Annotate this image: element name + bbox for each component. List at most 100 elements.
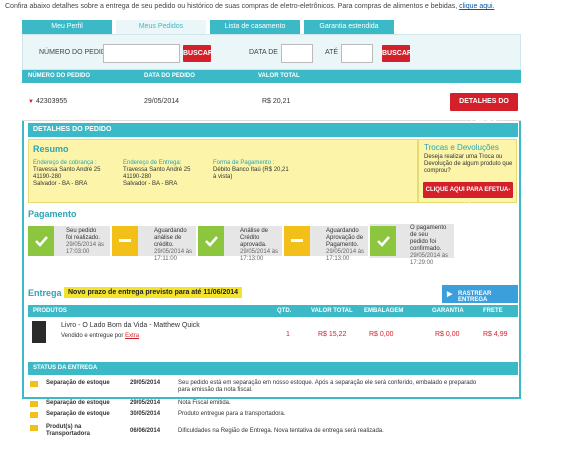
status-description: Seu pedido está em separação em nosso es… (178, 380, 476, 394)
search-date-button[interactable]: BUSCAR (382, 45, 412, 62)
summary-title: Resumo (33, 144, 69, 154)
order-date: 29/05/2014 (144, 98, 180, 105)
tab-lista-casamento[interactable]: Lista de casamento (210, 20, 300, 34)
order-details-header: DETALHES DO PEDIDO (28, 123, 518, 137)
status-label: Separação de estoque (46, 411, 110, 417)
payment-step-text: O pagamento de seu pedido foi confirmado… (410, 225, 448, 267)
payment-section-title: Pagamento (28, 209, 77, 219)
delivery-section: Entrega Novo prazo de entrega previsto p… (28, 285, 518, 303)
collapse-icon[interactable] (30, 425, 38, 431)
billing-address-label: Endereço de cobrança : (33, 160, 97, 166)
order-number: 42303955 (36, 98, 68, 105)
product-total: R$ 15,22 (318, 331, 347, 338)
status-date: 06/06/2014 (130, 428, 161, 434)
col-order-date: DATA DO PEDIDO (144, 73, 195, 79)
date-to-input[interactable] (341, 44, 373, 63)
tab-meus-pedidos[interactable]: Meus Pedidos (116, 20, 206, 34)
payment-method-label: Forma de Pagamento : (213, 160, 275, 166)
tab-garantia-estendida[interactable]: Garantia estendida (304, 20, 394, 34)
pending-icon (284, 226, 310, 256)
order-row: ▼ 42303955 29/05/2014 R$ 20,21 DETALHES … (22, 83, 521, 123)
step-line: Seu pedido (66, 228, 97, 234)
status-label: Produt(s) na Transportadora (46, 424, 91, 437)
status-description: Nota Fiscal emitida. (178, 400, 231, 406)
search-order-button[interactable]: BUSCAR (183, 45, 213, 62)
products-table-header: PRODUTOS QTD. VALOR TOTAL EMBALAGEM GARA… (28, 305, 518, 317)
step-line: análise de (154, 235, 182, 241)
order-details-button[interactable]: DETALHES DO PEDIDO (450, 93, 518, 123)
payment-method: Forma de Pagamento : Débito Banco Itaú (… (213, 160, 289, 181)
food-purchases-link[interactable]: clique aqui. (459, 3, 495, 10)
check-icon (28, 226, 54, 256)
billing-line: 41190-280 (33, 174, 62, 180)
account-tabs: Meu Perfil Meus Pedidos Lista de casamen… (22, 20, 521, 34)
shipping-line: Salvador - BA - BRA (123, 181, 178, 187)
status-row: Produt(s) na Transportadora 06/06/2014 D… (28, 424, 518, 440)
order-total: R$ 20,21 (262, 98, 291, 105)
returns-text: Deseja realizar uma Troca ou Devolução d… (424, 154, 513, 174)
expand-caret-icon[interactable]: ▼ (28, 99, 34, 105)
product-qty: 1 (286, 331, 290, 338)
step-time: 17:29:00 (410, 260, 434, 266)
billing-line: Salvador - BA - BRA (33, 181, 88, 187)
payment-line: Débito Banco Itaú (R$ 20,21 (213, 167, 289, 173)
col-order-number: NÚMERO DO PEDIDO (28, 73, 91, 79)
payment-step-text: Análise de Crédito aprovada. 29/05/2014 … (240, 228, 278, 263)
col-warranty: GARANTIA (432, 308, 464, 314)
status-row: Separação de estoque 29/05/2014 Seu pedi… (28, 380, 518, 396)
book-cover-thumbnail (32, 321, 46, 343)
date-from-label: DATA DE (249, 49, 278, 56)
date-from-input[interactable] (281, 44, 313, 63)
step-time: 17:03:00 (66, 249, 90, 255)
delivery-status-header: STATUS DA ENTREGA (28, 362, 518, 375)
status-description: Dificuldades na Região de Entrega. Nova … (178, 428, 384, 434)
returns-button[interactable]: CLIQUE AQUI PARA EFETUA-LA (423, 182, 513, 209)
intro-message: Confira abaixo detalhes sobre a entrega … (5, 3, 460, 10)
status-date: 30/05/2014 (130, 411, 161, 417)
collapse-icon[interactable] (30, 412, 38, 418)
product-shipping: R$ 4,99 (483, 331, 508, 338)
order-number-label: NÚMERO DO PEDIDO (39, 49, 112, 56)
step-time: 17:13:00 (326, 256, 350, 262)
check-icon (198, 226, 224, 256)
status-desc-line: para emissão da nota fiscal. (178, 387, 253, 393)
step-line: Aprovação de (326, 235, 364, 241)
status-desc-line: Seu pedido está em separação em nosso es… (178, 380, 477, 386)
collapse-icon[interactable] (30, 401, 38, 407)
status-description: Produto entregue para a transportadora. (178, 411, 286, 417)
shipping-address-label: Endereço de Entrega: (123, 160, 182, 166)
order-number-input[interactable] (103, 44, 180, 63)
status-date: 29/05/2014 (130, 380, 161, 386)
order-details-panel (22, 121, 521, 399)
step-date: 29/05/2014 às (154, 249, 193, 255)
col-order-total: VALOR TOTAL (258, 73, 300, 79)
col-packaging: EMBALAGEM (364, 308, 404, 314)
step-date: 29/05/2014 às (326, 249, 365, 255)
tab-meu-perfil[interactable]: Meu Perfil (22, 20, 112, 34)
order-search-panel: NÚMERO DO PEDIDO BUSCAR DATA DE ATÉ BUSC… (22, 34, 521, 70)
product-name: Livro - O Lado Bom da Vida - Matthew Qui… (61, 322, 200, 329)
shipping-line: 41190-280 (123, 174, 152, 180)
order-details-title: DETALHES DO PEDIDO (33, 126, 112, 133)
status-date: 29/05/2014 (130, 400, 161, 406)
billing-line: Travessa Santo André 25 (33, 167, 101, 173)
seller-link[interactable]: Extra (125, 333, 140, 339)
check-icon (370, 226, 396, 256)
collapse-icon[interactable] (30, 381, 38, 387)
payment-line: à vista) (213, 174, 233, 180)
returns-title: Trocas e Devoluções (424, 143, 499, 152)
col-total: VALOR TOTAL (311, 308, 353, 314)
step-line: Aguardando (154, 228, 187, 234)
col-products: PRODUTOS (33, 308, 67, 314)
date-to-label: ATÉ (325, 49, 339, 56)
step-line: confirmado. (410, 246, 442, 252)
truck-icon: ▶ (447, 291, 453, 298)
returns-box: Trocas e Devoluções Deseja realizar uma … (418, 139, 517, 209)
delivery-title: Entrega (28, 288, 62, 298)
col-shipping: FRETE (483, 308, 503, 314)
payment-step-text: Aguardando análise de crédito. 29/05/201… (154, 228, 192, 263)
product-warranty: R$ 0,00 (435, 331, 460, 338)
track-delivery-button[interactable]: ▶ RASTREAR ENTREGA (442, 285, 518, 303)
status-row: Separação de estoque 30/05/2014 Produto … (28, 411, 518, 420)
step-line: Crédito (240, 235, 260, 241)
